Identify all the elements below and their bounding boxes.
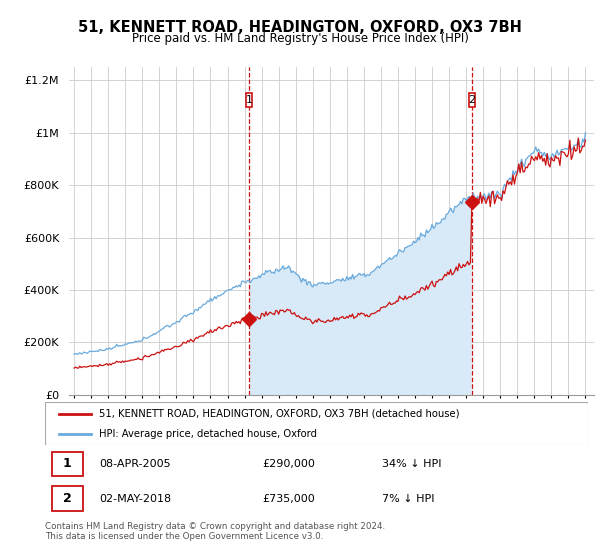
Text: 51, KENNETT ROAD, HEADINGTON, OXFORD, OX3 7BH (detached house): 51, KENNETT ROAD, HEADINGTON, OXFORD, OX… (100, 409, 460, 419)
Text: 7% ↓ HPI: 7% ↓ HPI (382, 493, 434, 503)
FancyBboxPatch shape (52, 487, 83, 511)
FancyBboxPatch shape (45, 402, 588, 445)
Text: HPI: Average price, detached house, Oxford: HPI: Average price, detached house, Oxfo… (100, 429, 317, 439)
Text: 1: 1 (63, 458, 71, 470)
Text: Contains HM Land Registry data © Crown copyright and database right 2024.
This d: Contains HM Land Registry data © Crown c… (45, 522, 385, 542)
Text: £290,000: £290,000 (262, 459, 315, 469)
FancyBboxPatch shape (52, 451, 83, 476)
Text: 02-MAY-2018: 02-MAY-2018 (100, 493, 172, 503)
Text: 08-APR-2005: 08-APR-2005 (100, 459, 171, 469)
FancyBboxPatch shape (246, 93, 252, 107)
Text: 2: 2 (63, 492, 71, 505)
Text: 2: 2 (468, 95, 475, 105)
Text: £735,000: £735,000 (262, 493, 315, 503)
Text: Price paid vs. HM Land Registry's House Price Index (HPI): Price paid vs. HM Land Registry's House … (131, 32, 469, 45)
Text: 1: 1 (245, 95, 253, 105)
FancyBboxPatch shape (469, 93, 475, 107)
Text: 51, KENNETT ROAD, HEADINGTON, OXFORD, OX3 7BH: 51, KENNETT ROAD, HEADINGTON, OXFORD, OX… (78, 20, 522, 35)
Text: 34% ↓ HPI: 34% ↓ HPI (382, 459, 441, 469)
